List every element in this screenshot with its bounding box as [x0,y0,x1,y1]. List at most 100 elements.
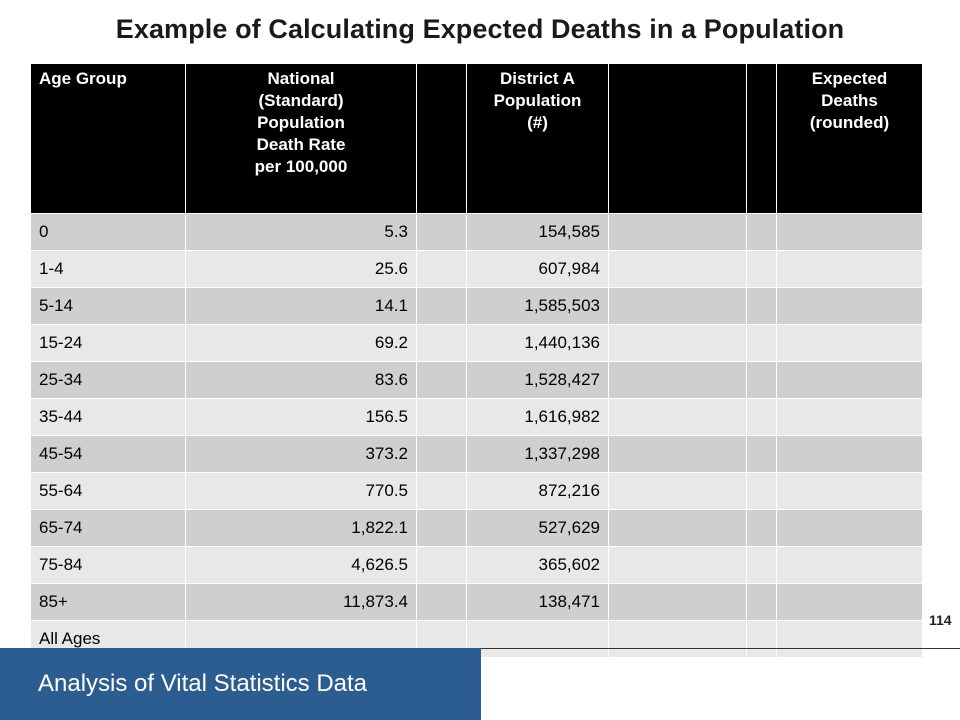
population-cell: 1,337,298 [466,435,609,473]
population-cell: 154,585 [466,213,609,251]
death-rate-cell: 5.3 [185,213,417,251]
expected-deaths-cell [776,435,923,473]
blank-cell [416,583,467,621]
header-rate-line: per 100,000 [254,157,348,176]
death-rate-cell: 14.1 [185,287,417,325]
blank-cell [608,287,747,325]
header-pop-line: (#) [527,113,548,132]
age-group-cell: 45-54 [30,435,186,473]
population-cell: 1,616,982 [466,398,609,436]
blank-cell [416,361,467,399]
header-expected-deaths: Expected Deaths (rounded) [776,63,923,214]
expected-deaths-cell [776,509,923,547]
slide-title: Example of Calculating Expected Deaths i… [115,14,845,44]
header-rate-line: Death Rate [256,135,346,154]
header-rate-line: Population [257,113,345,132]
expected-deaths-cell [776,213,923,251]
page-number: 114 [929,612,952,628]
header-pop-line: District A [500,69,575,88]
blank-cell [416,398,467,436]
death-rate-cell: 69.2 [185,324,417,362]
expected-deaths-cell [776,250,923,288]
blank-cell [746,472,777,510]
expected-deaths-cell [776,324,923,362]
blank-cell [746,250,777,288]
age-group-cell: 15-24 [30,324,186,362]
blank-cell [746,546,777,584]
blank-cell [608,509,747,547]
blank-cell [746,509,777,547]
header-blank [746,63,777,214]
blank-cell [416,287,467,325]
population-cell: 872,216 [466,472,609,510]
population-cell: 138,471 [466,583,609,621]
header-population: District A Population (#) [466,63,609,214]
age-group-cell: 55-64 [30,472,186,510]
header-exp-line: Deaths [821,91,878,110]
death-rate-cell: 11,873.4 [185,583,417,621]
population-cell: 1,528,427 [466,361,609,399]
death-rate-cell: 770.5 [185,472,417,510]
expected-deaths-cell [776,620,923,658]
death-rate-cell: 156.5 [185,398,417,436]
blank-cell [416,509,467,547]
expected-deaths-cell [776,583,923,621]
age-group-cell: 35-44 [30,398,186,436]
age-group-cell: 85+ [30,583,186,621]
table-row: 25-34 83.6 1,528,427 [30,361,923,399]
table-row: 45-54 373.2 1,337,298 [30,435,923,473]
blank-cell [746,620,777,658]
table-row: 0 5.3 154,585 [30,213,923,251]
death-rate-cell: 1,822.1 [185,509,417,547]
header-row: Age Group National (Standard) Population… [30,63,923,214]
header-age-group: Age Group [30,63,186,214]
population-cell: 607,984 [466,250,609,288]
footer-divider [480,648,960,649]
population-cell: 1,585,503 [466,287,609,325]
blank-cell [746,213,777,251]
age-group-cell: 0 [30,213,186,251]
table-row: 35-44 156.5 1,616,982 [30,398,923,436]
blank-cell [608,250,747,288]
table-row: 85+ 11,873.4 138,471 [30,583,923,621]
blank-cell [746,583,777,621]
blank-cell [608,583,747,621]
table-row: 15-24 69.2 1,440,136 [30,324,923,362]
table-row: 1-4 25.6 607,984 [30,250,923,288]
age-group-cell: 65-74 [30,509,186,547]
header-exp-line: Expected [811,69,888,88]
death-rate-cell: 373.2 [185,435,417,473]
blank-cell [416,435,467,473]
expected-deaths-cell [776,361,923,399]
blank-cell [608,546,747,584]
blank-cell [416,213,467,251]
blank-cell [608,472,747,510]
blank-cell [608,324,747,362]
age-group-cell: 5-14 [30,287,186,325]
table-row: 55-64 770.5 872,216 [30,472,923,510]
expected-deaths-table: Age Group National (Standard) Population… [30,63,923,658]
population-cell [466,620,609,658]
blank-cell [608,435,747,473]
footer-banner: Analysis of Vital Statistics Data [0,648,481,720]
blank-cell [746,361,777,399]
death-rate-cell: 83.6 [185,361,417,399]
footer-label: Analysis of Vital Statistics Data [38,670,368,697]
header-pop-line: Population [493,91,582,110]
expected-deaths-cell [776,287,923,325]
blank-cell [416,546,467,584]
expected-deaths-cell [776,398,923,436]
blank-cell [416,472,467,510]
population-cell: 1,440,136 [466,324,609,362]
blank-cell [416,324,467,362]
blank-cell [746,287,777,325]
expected-deaths-cell [776,472,923,510]
blank-cell [608,213,747,251]
age-group-cell: 1-4 [30,250,186,288]
table-row: 65-74 1,822.1 527,629 [30,509,923,547]
header-blank [608,63,747,214]
blank-cell [608,398,747,436]
population-cell: 527,629 [466,509,609,547]
death-rate-cell: 4,626.5 [185,546,417,584]
table-body: 0 5.3 154,585 1-4 25.6 607,984 5-14 14.1 1,585,5… [30,213,923,658]
